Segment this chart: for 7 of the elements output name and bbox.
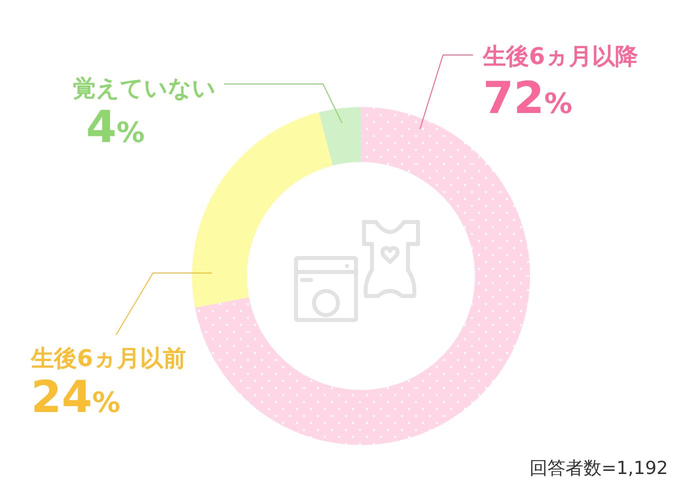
value-label: 24% — [31, 372, 120, 423]
value-label: 72% — [483, 73, 572, 124]
annotation: 回答者数=1,192 — [529, 458, 668, 479]
category-label: 覚えていない — [73, 76, 216, 102]
category-label: 生後6ヵ月以降 — [483, 44, 638, 70]
category-label: 生後6ヵ月以前 — [31, 346, 186, 372]
value-label: 4% — [86, 102, 145, 153]
